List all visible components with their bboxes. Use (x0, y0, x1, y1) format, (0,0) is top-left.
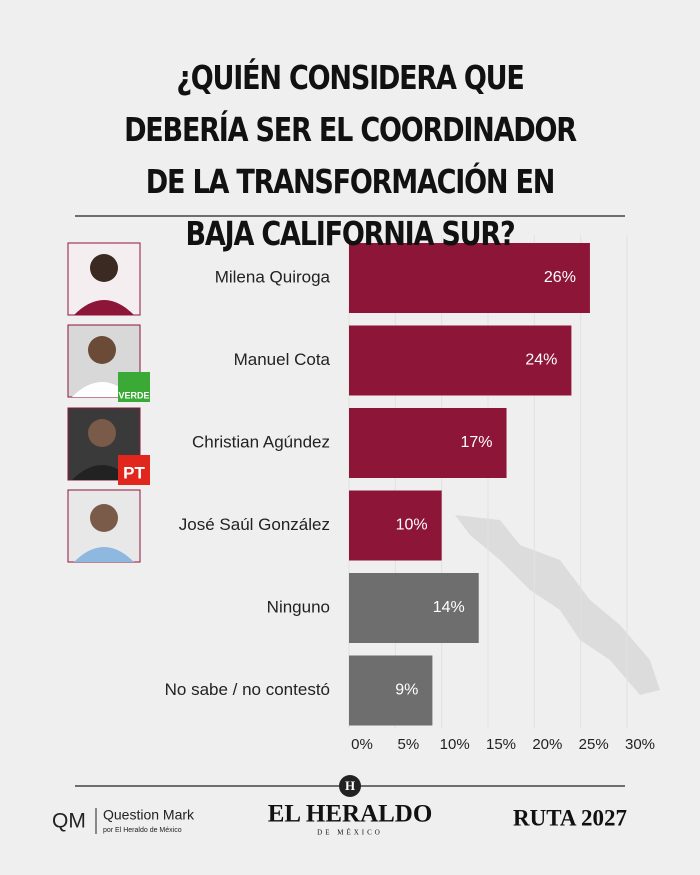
value-label: 17% (461, 434, 493, 451)
bar (349, 325, 572, 396)
bar (349, 490, 442, 561)
x-tick-label: 10% (440, 736, 470, 753)
photo-body (74, 300, 134, 315)
category-label: Ninguno (267, 597, 330, 616)
photo-body (74, 547, 134, 562)
category-label: José Saúl González (179, 515, 330, 534)
badge-label: VERDE (118, 390, 149, 400)
badge-label: PT (123, 463, 145, 482)
photos (67, 242, 150, 563)
chart-title: ¿QUIÉN CONSIDERA QUE DEBERÍA SER EL COOR… (124, 58, 577, 253)
value-label: 26% (544, 269, 576, 286)
photo-head (90, 504, 118, 532)
category-label: Milena Quiroga (215, 267, 331, 286)
photo-body (72, 382, 132, 397)
qm-sub: por El Heraldo de México (103, 827, 182, 834)
category-label: No sabe / no contestó (165, 680, 330, 699)
bar (349, 408, 507, 478)
qm-logo: QM (52, 810, 86, 833)
x-tick-label: 15% (486, 736, 516, 753)
heraldo-logo: EL HERALDO (268, 801, 433, 828)
category-label: Manuel Cota (234, 350, 331, 369)
x-tick-label: 30% (625, 736, 655, 753)
emblem-label: H (345, 778, 355, 793)
x-tick-label: 0% (351, 736, 373, 753)
emblem (339, 775, 361, 797)
ruta-logo: RUTA 2027 (513, 805, 627, 830)
x-tick-label: 20% (532, 736, 562, 753)
map-silhouette (455, 515, 660, 695)
qm-name: Question Mark (103, 807, 195, 823)
badge-bg (118, 372, 150, 402)
badge-bg (118, 455, 150, 485)
photo-body (72, 465, 132, 480)
bar (349, 243, 590, 313)
value-label: 10% (396, 517, 428, 534)
value-label: 9% (395, 682, 418, 699)
photo-head (88, 336, 116, 364)
photo-head (88, 419, 116, 447)
heraldo-sub: DE MÉXICO (317, 829, 383, 837)
value-label: 24% (525, 352, 557, 369)
x-tick-label: 25% (579, 736, 609, 753)
bar (349, 573, 479, 643)
x-tick-label: 5% (397, 736, 419, 753)
bar (349, 655, 433, 726)
photo-head (90, 254, 118, 282)
value-label: 14% (433, 599, 465, 616)
category-label: Christian Agúndez (192, 432, 330, 451)
